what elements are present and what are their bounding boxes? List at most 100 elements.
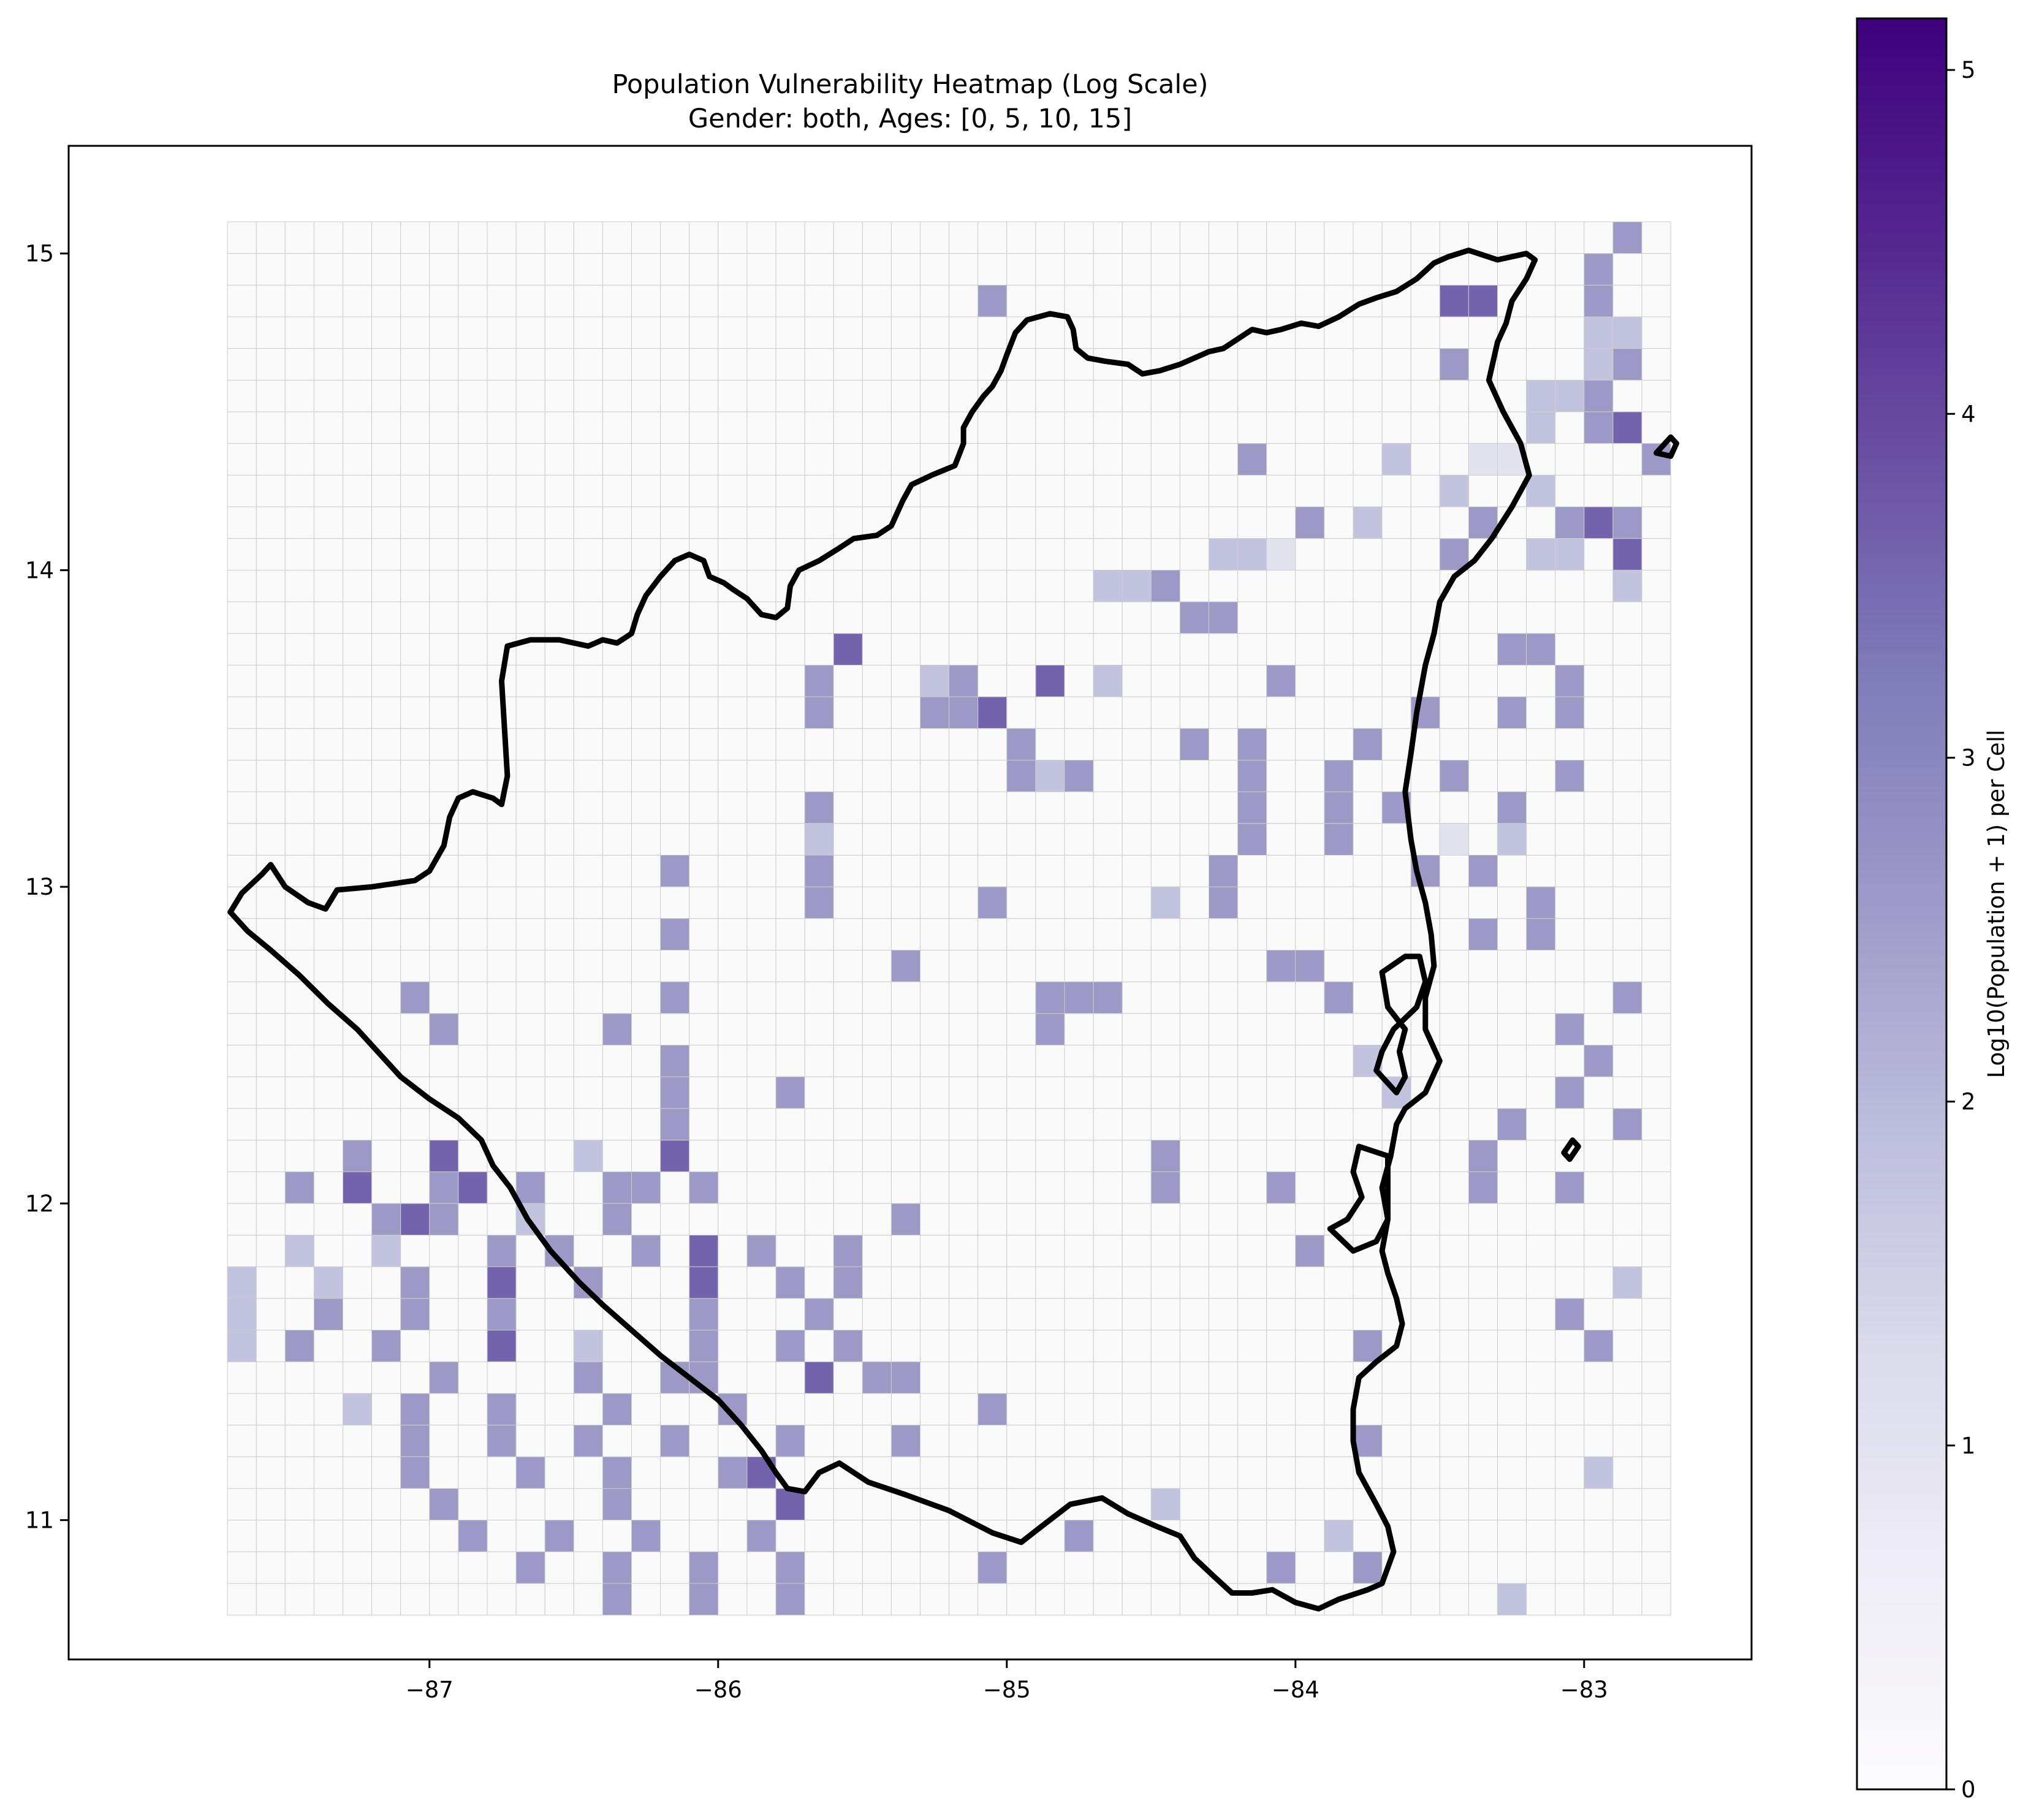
heatmap-cell xyxy=(602,1551,632,1584)
heatmap-cell xyxy=(631,348,661,381)
heatmap-cell xyxy=(1064,1456,1094,1489)
heatmap-cell xyxy=(1295,1551,1325,1584)
heatmap-cell xyxy=(1612,981,1642,1014)
heatmap-cell xyxy=(256,379,286,412)
heatmap-cell xyxy=(1468,601,1498,634)
heatmap-cell xyxy=(1497,1361,1527,1394)
heatmap-cell xyxy=(978,1266,1008,1299)
heatmap-cell xyxy=(631,886,661,919)
heatmap-cell xyxy=(1353,1266,1383,1299)
heatmap-cell xyxy=(1006,411,1036,444)
heatmap-cell xyxy=(227,474,257,507)
heatmap-cell xyxy=(1179,1583,1210,1616)
heatmap-cell xyxy=(1179,1298,1210,1331)
heatmap-cell xyxy=(920,950,950,982)
heatmap-cell xyxy=(1555,918,1585,951)
heatmap-cell xyxy=(833,601,863,634)
heatmap-cell xyxy=(1410,1551,1440,1584)
heatmap-cell xyxy=(746,1266,776,1299)
heatmap-cell xyxy=(1584,1298,1614,1331)
heatmap-cell xyxy=(313,664,344,697)
heatmap-cell xyxy=(1468,696,1498,729)
heatmap-cell xyxy=(1093,474,1123,507)
heatmap-cell xyxy=(313,1076,344,1109)
heatmap-cell xyxy=(890,253,921,286)
heatmap-cell xyxy=(227,1076,257,1109)
heatmap-cell xyxy=(1064,855,1094,887)
heatmap-cell xyxy=(602,348,632,381)
heatmap-cell xyxy=(978,1393,1008,1426)
heatmap-cell xyxy=(949,1171,979,1204)
heatmap-cell xyxy=(1555,1361,1585,1394)
heatmap-cell xyxy=(660,823,690,856)
heatmap-cell xyxy=(487,728,517,761)
heatmap-cell xyxy=(1612,1393,1642,1426)
heatmap-cell xyxy=(313,284,344,317)
heatmap-cell xyxy=(718,443,748,476)
heatmap-cell xyxy=(1006,1298,1036,1331)
heatmap-cell xyxy=(284,601,314,634)
heatmap-cell xyxy=(1266,1108,1296,1141)
heatmap-cell xyxy=(775,950,805,982)
heatmap-cell xyxy=(1150,1583,1180,1616)
heatmap-cell xyxy=(313,1425,344,1457)
heatmap-cell xyxy=(227,1583,257,1616)
heatmap-cell xyxy=(920,633,950,666)
heatmap-cell xyxy=(631,1045,661,1077)
heatmap-cell xyxy=(1497,1045,1527,1077)
heatmap-cell xyxy=(949,696,979,729)
heatmap-cell xyxy=(1209,1203,1239,1236)
heatmap-cell xyxy=(313,569,344,602)
heatmap-cell xyxy=(602,411,632,444)
heatmap-cell xyxy=(1468,1488,1498,1521)
heatmap-cell xyxy=(978,1235,1008,1267)
heatmap-cell xyxy=(1641,443,1671,476)
heatmap-cell xyxy=(1035,1551,1065,1584)
heatmap-cell xyxy=(227,1266,257,1299)
heatmap-cell xyxy=(1324,1266,1354,1299)
heatmap-cell xyxy=(1641,1583,1671,1616)
heatmap-cell xyxy=(313,506,344,539)
country-boundary xyxy=(227,248,1679,1612)
heatmap-cell xyxy=(775,1045,805,1077)
heatmap-cell xyxy=(920,538,950,571)
heatmap-cell xyxy=(1093,696,1123,729)
heatmap-cell xyxy=(458,1076,488,1109)
heatmap-cell xyxy=(890,1266,921,1299)
heatmap-cell xyxy=(1526,1393,1556,1426)
heatmap-cell xyxy=(1468,1203,1498,1236)
heatmap-cell xyxy=(1612,633,1642,666)
heatmap-cell xyxy=(515,1298,545,1331)
heatmap-cell xyxy=(1584,1171,1614,1204)
heatmap-cell xyxy=(1324,443,1354,476)
heatmap-cell xyxy=(573,1393,603,1426)
heatmap-cell xyxy=(1006,1076,1036,1109)
heatmap-cell xyxy=(313,443,344,476)
heatmap-cell xyxy=(1526,538,1556,571)
heatmap-cell xyxy=(1006,379,1036,412)
heatmap-cell xyxy=(429,1488,459,1521)
heatmap-cell xyxy=(284,1551,314,1584)
heatmap-cell xyxy=(949,1045,979,1077)
heatmap-cell xyxy=(1295,918,1325,951)
heatmap-cell xyxy=(1064,1076,1094,1109)
heatmap-cell xyxy=(1179,506,1210,539)
heatmap-cell xyxy=(775,760,805,792)
heatmap-cell xyxy=(660,633,690,666)
heatmap-cell xyxy=(1497,886,1527,919)
heatmap-cell xyxy=(227,411,257,444)
heatmap-cell xyxy=(1555,886,1585,919)
heatmap-cell xyxy=(371,1330,401,1362)
heatmap-cell xyxy=(631,633,661,666)
heatmap-cell xyxy=(718,1045,748,1077)
heatmap-cell xyxy=(1209,1235,1239,1267)
heatmap-cell xyxy=(1584,886,1614,919)
heatmap-cell xyxy=(1526,1330,1556,1362)
heatmap-cell xyxy=(949,284,979,317)
heatmap-cell xyxy=(544,1456,574,1489)
heatmap-cell xyxy=(1439,1013,1469,1046)
heatmap-cell xyxy=(1439,506,1469,539)
heatmap-cell xyxy=(256,633,286,666)
heatmap-cell xyxy=(1555,1045,1585,1077)
heatmap-cell xyxy=(227,791,257,824)
